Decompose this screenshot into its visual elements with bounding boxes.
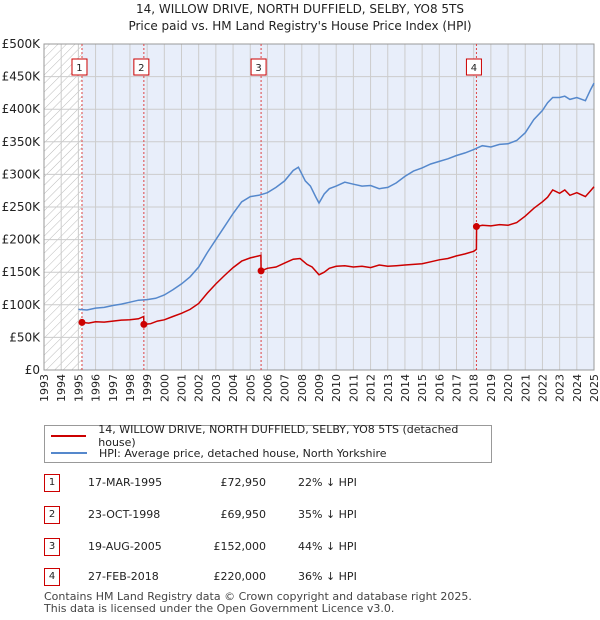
x-tick-label: 1994 xyxy=(55,374,68,402)
transaction-number: 3 xyxy=(44,538,60,556)
y-tick-label: £50K xyxy=(9,330,41,344)
hpi-line xyxy=(78,82,595,311)
x-tick-label: 2024 xyxy=(571,374,584,402)
sale-marker-box xyxy=(465,58,482,76)
x-tick-label: 1997 xyxy=(107,374,120,402)
sale-point xyxy=(472,223,480,231)
legend-item-hpi: HPI: Average price, detached house, Nort… xyxy=(51,445,387,461)
x-tick-label: 2020 xyxy=(502,374,515,402)
x-tick-label: 2007 xyxy=(279,374,292,402)
sale-marker-label: 1 xyxy=(76,63,82,74)
price-chart: £0 £50K £100K £150K £200K £250K £300K £350K £400… xyxy=(2,37,600,402)
x-tick-label: 1998 xyxy=(124,374,137,402)
x-tick-label: 2002 xyxy=(193,374,206,402)
y-tick-label: £0 xyxy=(25,363,40,377)
legend-label-hpi: HPI: Average price, detached house, Nort… xyxy=(99,446,387,460)
x-tick-label: 2010 xyxy=(330,374,343,402)
y-tick-label: £350K xyxy=(2,135,42,149)
sale-point xyxy=(257,267,265,275)
x-tick-label: 2004 xyxy=(227,374,240,402)
transaction-date: 27-FEB-2018 xyxy=(88,570,159,583)
legend-label-property: 14, WILLOW DRIVE, NORTH DUFFIELD, SELBY,… xyxy=(98,423,459,449)
x-tick-label: 2012 xyxy=(365,374,378,402)
x-tick-label: 1999 xyxy=(141,374,154,402)
sale-point xyxy=(140,320,148,328)
x-tick-label: 2015 xyxy=(416,374,429,402)
transaction-date: 19-AUG-2005 xyxy=(88,540,162,553)
transaction-row: 3 19-AUG-2005 £152,000 44% ↓ HPI xyxy=(0,538,600,558)
x-tick-label: 2013 xyxy=(382,374,395,402)
transaction-number: 1 xyxy=(44,474,60,492)
x-tick-label: 2025 xyxy=(588,374,600,402)
transaction-row: 2 23-OCT-1998 £69,950 35% ↓ HPI xyxy=(0,506,600,526)
transaction-hpi: 44% ↓ HPI xyxy=(298,540,357,553)
y-tick-label: £150K xyxy=(2,265,42,279)
x-tick-label: 2008 xyxy=(296,374,309,402)
sale-point xyxy=(78,318,86,326)
x-tick-label: 2017 xyxy=(451,374,464,402)
chart-subtitle: Price paid vs. HM Land Registry's House … xyxy=(128,19,472,33)
chart-title: 14, WILLOW DRIVE, NORTH DUFFIELD, SELBY,… xyxy=(135,2,465,16)
legend-line-property xyxy=(51,435,87,437)
transaction-number: 2 xyxy=(44,506,60,524)
y-tick-label: £250K xyxy=(2,200,42,214)
transaction-price: £152,000 xyxy=(213,540,267,553)
property-price-line xyxy=(81,186,595,326)
x-tick-label: 2016 xyxy=(433,374,446,402)
x-tick-label: 2023 xyxy=(554,374,567,402)
legend-item-property: 14, WILLOW DRIVE, NORTH DUFFIELD, SELBY,… xyxy=(51,423,491,449)
x-tick-label: 2006 xyxy=(261,374,274,402)
transaction-hpi: 22% ↓ HPI xyxy=(298,476,357,489)
x-tick-label: 1996 xyxy=(90,374,103,402)
footer-copyright: Contains HM Land Registry data © Crown c… xyxy=(44,590,472,603)
y-tick-label: £100K xyxy=(2,298,42,312)
transaction-price: £69,950 xyxy=(220,508,267,521)
x-tick-label: 1995 xyxy=(72,374,85,402)
transaction-row: 1 17-MAR-1995 £72,950 22% ↓ HPI xyxy=(0,474,600,494)
sale-marker-box xyxy=(71,58,88,76)
x-tick-label: 2009 xyxy=(313,374,326,402)
transaction-hpi: 36% ↓ HPI xyxy=(298,570,357,583)
footer-licence: This data is licensed under the Open Gov… xyxy=(44,602,395,615)
transaction-number: 4 xyxy=(44,568,60,586)
sale-marker-box xyxy=(133,58,150,76)
x-tick-label: 2001 xyxy=(176,374,189,402)
transaction-price: £220,000 xyxy=(213,570,267,583)
y-tick-label: £500K xyxy=(2,37,42,51)
sale-marker-label: 2 xyxy=(138,63,144,74)
x-tick-label: 2019 xyxy=(485,374,498,402)
sale-marker-label: 3 xyxy=(255,63,261,74)
x-tick-label: 2005 xyxy=(244,374,257,402)
transaction-date: 17-MAR-1995 xyxy=(88,476,163,489)
plot-border xyxy=(43,43,595,371)
transaction-hpi: 35% ↓ HPI xyxy=(298,508,357,521)
y-tick-label: £200K xyxy=(2,233,42,247)
legend-line-hpi xyxy=(51,452,87,454)
transaction-date: 23-OCT-1998 xyxy=(88,508,161,521)
sale-marker-label: 4 xyxy=(471,63,477,74)
x-tick-label: 1993 xyxy=(38,374,51,402)
transaction-row: 4 27-FEB-2018 £220,000 36% ↓ HPI xyxy=(0,568,600,588)
y-tick-label: £450K xyxy=(2,70,42,84)
x-tick-label: 2011 xyxy=(347,374,360,402)
x-tick-label: 2014 xyxy=(399,374,412,402)
y-tick-label: £400K xyxy=(2,102,42,116)
legend: 14, WILLOW DRIVE, NORTH DUFFIELD, SELBY,… xyxy=(44,423,492,463)
y-tick-label: £300K xyxy=(2,167,42,181)
x-tick-label: 2003 xyxy=(210,374,223,402)
transaction-price: £72,950 xyxy=(220,476,267,489)
sale-marker-box xyxy=(250,58,267,76)
x-tick-label: 2000 xyxy=(158,374,171,402)
x-tick-label: 2018 xyxy=(468,374,481,402)
x-tick-label: 2022 xyxy=(536,374,549,402)
x-tick-label: 2021 xyxy=(519,374,532,402)
